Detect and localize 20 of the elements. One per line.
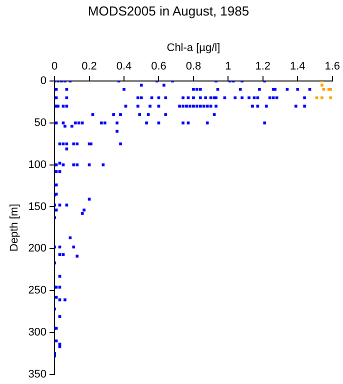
x-tick-label: 0.6	[151, 60, 166, 72]
y-tick-label: 100	[28, 158, 47, 171]
x-tick-label: 1	[225, 60, 232, 72]
x-tick-label: 0	[51, 60, 58, 72]
x-tick-label: 0.2	[82, 60, 97, 72]
y-axis-title: Depth [m]	[8, 204, 21, 252]
y-tick-label: 0	[40, 75, 47, 88]
y-tick-label: 150	[28, 200, 47, 213]
x-tick-label: 1.4	[290, 60, 306, 72]
x-tick-label: 1.6	[324, 60, 340, 72]
x-axis-title: Chl-a [µg/l]	[166, 42, 220, 54]
y-tick-label: 300	[28, 326, 47, 339]
x-tick-label: 1.2	[255, 60, 271, 72]
y-tick-label: 250	[28, 284, 47, 297]
y-tick-label: 350	[28, 368, 47, 380]
chart-title: MODS2005 in August, 1985	[88, 3, 250, 18]
y-tick-label: 200	[28, 242, 47, 255]
x-tick-label: 0.4	[116, 60, 132, 72]
x-tick-label: 0.8	[186, 60, 202, 72]
y-tick-label: 50	[34, 116, 47, 129]
